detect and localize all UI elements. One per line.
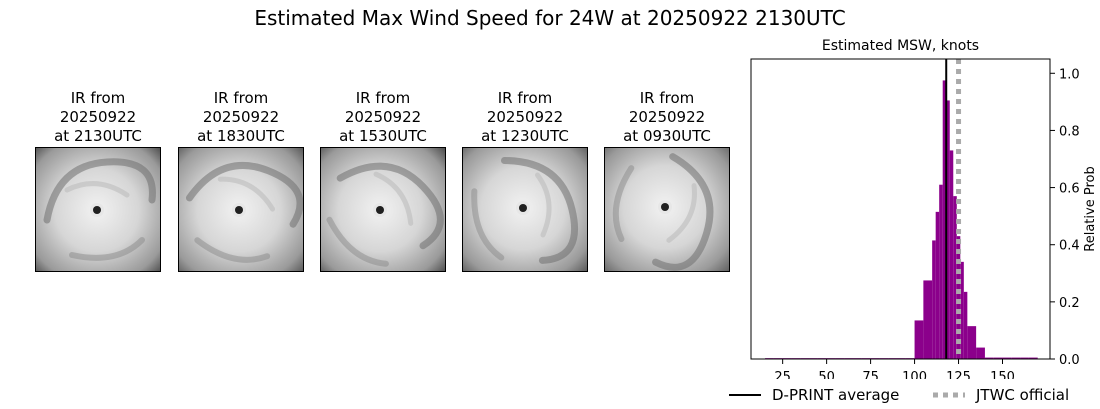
ir-label: IR from (639, 89, 695, 107)
y-tick-label: 0.2 (1059, 296, 1080, 311)
ir-label: IR from (355, 89, 411, 107)
figure-title: Estimated Max Wind Speed for 24W at 2025… (254, 6, 846, 30)
y-tick-label: 0.6 (1059, 182, 1080, 197)
y-tick-label: 0.4 (1059, 239, 1080, 254)
ir-panel-title: IR from 20250922 at 1230UTC (462, 89, 588, 146)
histogram-bar (946, 100, 950, 359)
ir-panel: IR from 20250922 at 0930UTC (604, 89, 730, 272)
ir-label: IR from (70, 89, 126, 107)
y-tick-label: 1.0 (1059, 67, 1080, 82)
histogram-bar (976, 347, 985, 359)
histogram-bar (949, 150, 954, 359)
histogram-bar (914, 320, 924, 359)
ir-panel: IR from 20250922 at 1230UTC (462, 89, 588, 272)
histogram-bar (960, 261, 964, 359)
ir-date: 20250922 (202, 108, 280, 126)
x-tick-label: 125 (946, 370, 971, 379)
ir-panel: IR from 20250922 at 2130UTC (35, 89, 161, 272)
histogram-bar (1002, 357, 1012, 359)
legend-jtwc: JTWC official (932, 386, 1069, 404)
ir-label: IR from (213, 89, 269, 107)
ir-panel-title: IR from 20250922 at 1830UTC (178, 89, 304, 146)
ir-satellite-image (178, 147, 304, 272)
histogram-bar (1028, 357, 1038, 359)
histogram-bar (984, 357, 994, 359)
ir-label: IR from (497, 89, 553, 107)
legend-dprint-swatch (729, 394, 761, 396)
y-tick-label: 0.8 (1059, 124, 1080, 139)
histogram-bar (1020, 357, 1029, 359)
ir-panel: IR from 20250922 at 1830UTC (178, 89, 304, 272)
ir-panel-title: IR from 20250922 at 1530UTC (320, 89, 446, 146)
ir-time: at 1830UTC (197, 127, 285, 145)
ir-satellite-image (604, 147, 730, 272)
histogram-bar (967, 326, 977, 359)
ir-date: 20250922 (59, 108, 137, 126)
ir-panel-title: IR from 20250922 at 2130UTC (35, 89, 161, 146)
x-tick-label: 100 (902, 370, 927, 379)
histogram-bar (942, 80, 947, 359)
ir-time: at 0930UTC (623, 127, 711, 145)
ir-satellite-image (35, 147, 161, 272)
histogram-bar (963, 291, 968, 359)
chart-title: Estimated MSW, knots (822, 38, 979, 54)
histogram-bar (1011, 357, 1021, 359)
legend-jtwc-label: JTWC official (976, 386, 1070, 404)
y-tick-label: 0.0 (1059, 353, 1080, 368)
ir-satellite-image (320, 147, 446, 272)
ir-date: 20250922 (486, 108, 564, 126)
ir-time: at 1530UTC (339, 127, 427, 145)
axes-frame (750, 58, 1051, 360)
histogram-bar (935, 211, 940, 359)
y-axis-label: Relative Prob (1083, 166, 1098, 251)
x-tick-label: 50 (818, 370, 835, 379)
x-tick-label: 75 (862, 370, 879, 379)
histogram-bar (932, 240, 936, 359)
histogram-bar (923, 280, 933, 359)
histogram-bar (993, 357, 1003, 359)
msw-histogram-chart: Estimated MSW, knots 25 50 75 100 125 150 0.0 0.… (750, 38, 1098, 379)
ir-satellite-image (462, 147, 588, 272)
legend-dprint-label: D-PRINT average (772, 386, 900, 404)
legend-dprint: D-PRINT average (728, 386, 899, 404)
ir-panel-title: IR from 20250922 at 0930UTC (604, 89, 730, 146)
x-tick-label: 25 (774, 370, 791, 379)
histogram-bar (939, 184, 943, 359)
ir-time: at 2130UTC (54, 127, 142, 145)
ir-panel: IR from 20250922 at 1530UTC (320, 89, 446, 272)
x-tick-label: 150 (990, 370, 1015, 379)
histogram-bar (956, 236, 961, 359)
legend-jtwc-swatch (933, 392, 965, 398)
ir-time: at 1230UTC (481, 127, 569, 145)
histogram-bar (953, 196, 957, 359)
ir-date: 20250922 (344, 108, 422, 126)
ir-date: 20250922 (628, 108, 706, 126)
